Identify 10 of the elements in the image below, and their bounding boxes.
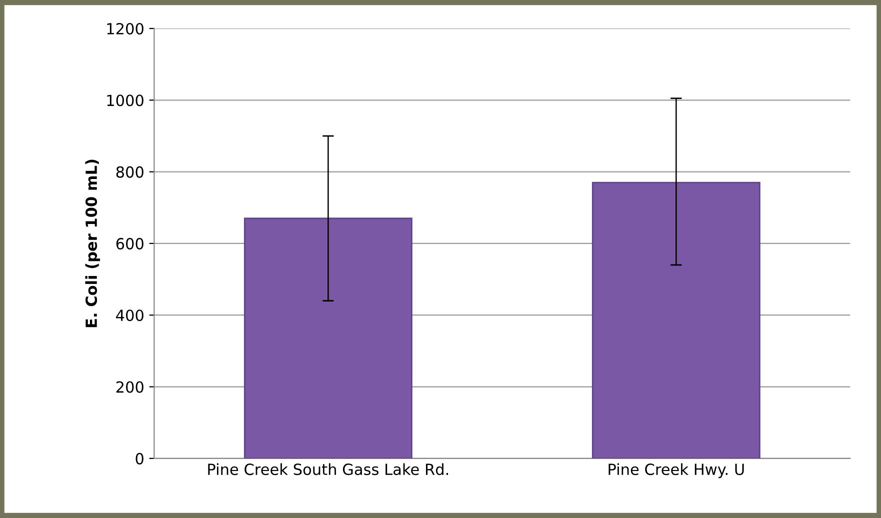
x-tick-label: Pine Creek South Gass Lake Rd. xyxy=(208,463,448,476)
y-tick-label: 600 xyxy=(116,238,144,250)
y-tick-label: 1000 xyxy=(107,94,144,106)
y-axis-title: E. Coli (per 100 mL) xyxy=(85,160,100,328)
y-tick-label: 1200 xyxy=(107,22,144,35)
x-tick-label: Pine Creek Hwy. U xyxy=(608,463,744,478)
y-tick-label: 800 xyxy=(116,166,144,178)
y-tick-label: 0 xyxy=(136,452,144,464)
y-tick-label: 200 xyxy=(116,381,144,393)
y-tick-label: 400 xyxy=(116,310,144,322)
